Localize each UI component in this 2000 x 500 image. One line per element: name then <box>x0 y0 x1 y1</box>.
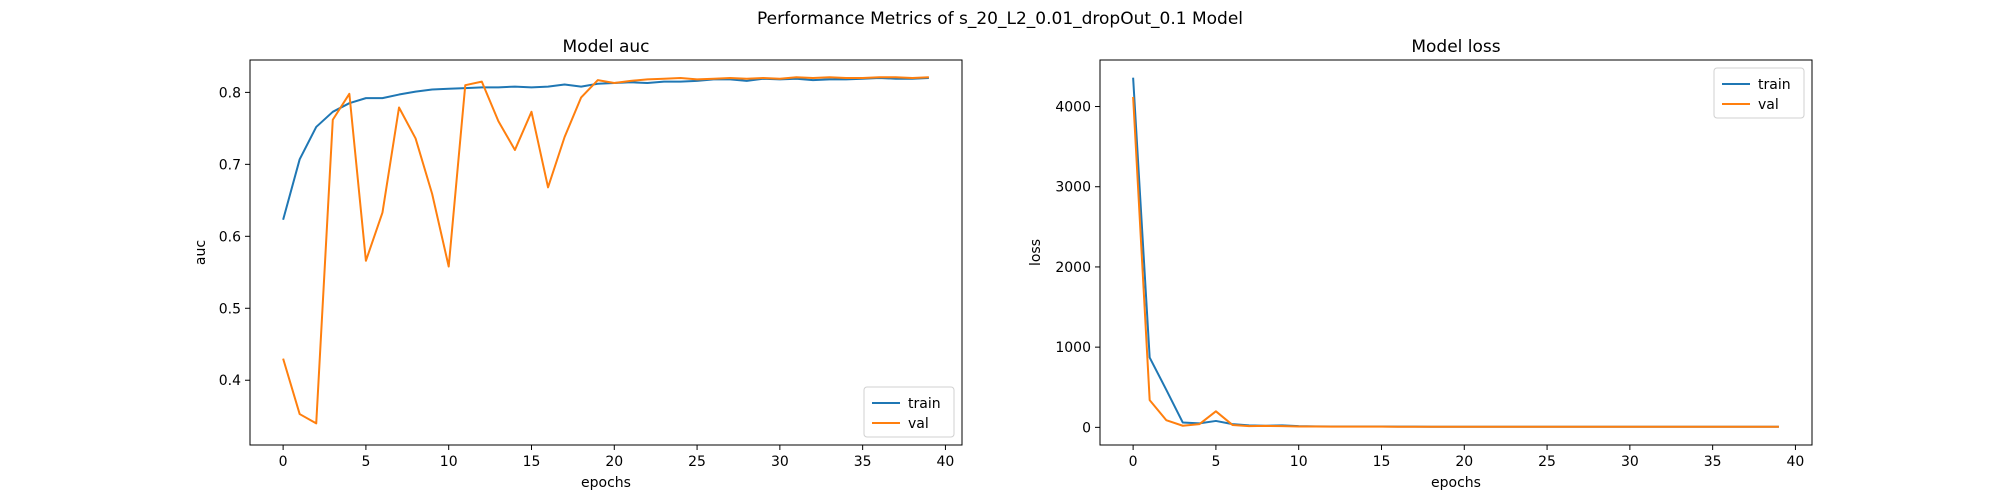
loss-axes-frame <box>1099 59 1813 446</box>
loss-xtick-label: 40 <box>1787 454 1805 470</box>
auc-xtick-label: 30 <box>771 454 789 470</box>
loss-ytick-label: 1000 <box>1055 340 1091 356</box>
auc-xtick-label: 15 <box>523 454 541 470</box>
auc-xtick-label: 20 <box>605 454 623 470</box>
auc-xtick-label: 40 <box>937 454 955 470</box>
loss-xtick-label: 30 <box>1621 454 1639 470</box>
loss-chart: Model loss 0 5 10 15 20 25 30 35 40 0 1000 2000 3000 4… <box>1028 37 1813 491</box>
auc-ytick-label: 0.5 <box>219 301 241 317</box>
auc-legend-label-train: train <box>908 396 941 412</box>
auc-title: Model auc <box>563 37 650 57</box>
auc-xtick-label: 25 <box>688 454 706 470</box>
auc-xtick-label: 10 <box>440 454 458 470</box>
auc-ytick-label: 0.8 <box>219 85 241 101</box>
auc-ytick-label: 0.7 <box>219 157 241 173</box>
loss-ytick-label: 4000 <box>1055 100 1091 116</box>
auc-series-line-val <box>282 76 929 425</box>
loss-ytick-label: 2000 <box>1055 260 1091 276</box>
loss-xtick-label: 5 <box>1211 454 1220 470</box>
loss-ytick-label: 3000 <box>1055 180 1091 196</box>
loss-xtick-label: 10 <box>1290 454 1308 470</box>
loss-ytick-label: 0 <box>1082 420 1091 436</box>
auc-ytick-label: 0.6 <box>219 229 241 245</box>
loss-xtick-label: 15 <box>1373 454 1391 470</box>
auc-chart: Model auc 0 5 10 15 20 25 30 35 40 0.4 0.5 0.6 0.7 0.8… <box>193 37 963 491</box>
auc-axes-frame <box>249 59 963 446</box>
loss-series-line-train <box>1132 77 1779 428</box>
auc-legend <box>863 386 955 438</box>
loss-legend-label-val: val <box>1758 97 1779 113</box>
loss-ylabel: loss <box>1028 239 1044 266</box>
auc-xtick-label: 5 <box>361 454 370 470</box>
loss-legend-label-train: train <box>1758 77 1791 93</box>
auc-series-line-train <box>282 76 929 221</box>
auc-ytick-label: 0.4 <box>219 373 241 389</box>
auc-ylabel: auc <box>193 240 209 265</box>
loss-xlabel: epochs <box>1431 475 1481 491</box>
loss-title: Model loss <box>1411 37 1500 57</box>
auc-xtick-label: 35 <box>854 454 872 470</box>
loss-xtick-label: 20 <box>1455 454 1473 470</box>
auc-legend-label-val: val <box>908 416 929 432</box>
loss-xtick-label: 0 <box>1129 454 1138 470</box>
loss-xtick-label: 35 <box>1704 454 1722 470</box>
loss-legend <box>1713 67 1805 119</box>
loss-xtick-label: 25 <box>1538 454 1556 470</box>
auc-xtick-label: 0 <box>279 454 288 470</box>
auc-xlabel: epochs <box>581 475 631 491</box>
loss-series-line-val <box>1132 96 1779 428</box>
figure-suptitle: Performance Metrics of s_20_L2_0.01_drop… <box>757 9 1243 29</box>
